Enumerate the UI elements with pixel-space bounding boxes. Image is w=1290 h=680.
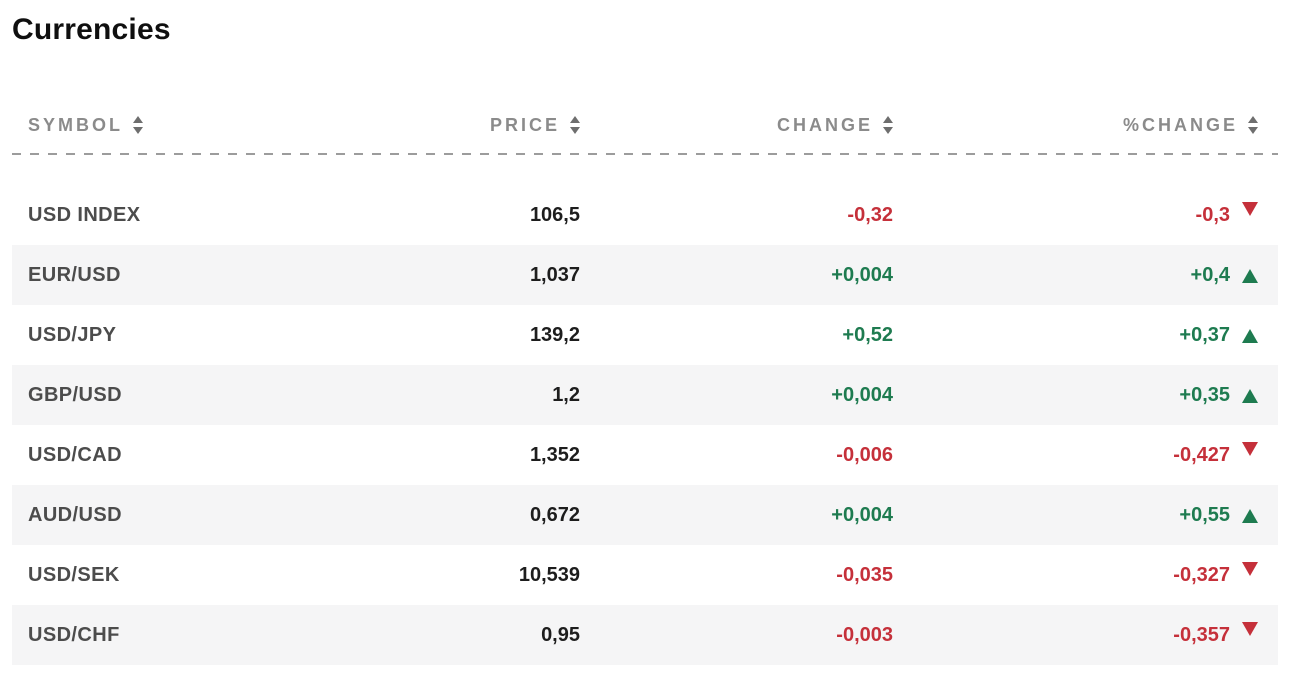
table-row: AUD/USD 0,672 +0,004 +0,55 bbox=[12, 485, 1278, 545]
pct-change-cell: -0,327 bbox=[893, 562, 1278, 587]
triangle-up-icon bbox=[1242, 389, 1258, 403]
sort-arrows-icon bbox=[883, 116, 893, 134]
change-cell: +0,52 bbox=[842, 323, 893, 346]
change-cell: +0,004 bbox=[831, 263, 893, 286]
symbol-cell[interactable]: USD/SEK bbox=[28, 563, 120, 586]
symbol-cell[interactable]: USD/CAD bbox=[28, 443, 122, 466]
sort-header-change[interactable]: CHANGE bbox=[580, 115, 893, 136]
price-cell: 106,5 bbox=[529, 203, 580, 226]
triangle-up-icon bbox=[1242, 329, 1258, 343]
pct-change-value: -0,3 bbox=[1195, 203, 1230, 226]
triangle-up-icon bbox=[1242, 269, 1258, 283]
symbol-header-label: SYMBOL bbox=[28, 114, 124, 135]
pct-change-value: +0,37 bbox=[1179, 323, 1230, 346]
pct-change-value: +0,35 bbox=[1179, 383, 1230, 406]
price-cell: 139,2 bbox=[529, 323, 580, 346]
currencies-table: USD INDEX 106,5 -0,32 -0,3 EUR/USD 1,037… bbox=[12, 185, 1278, 665]
table-row: USD/CAD 1,352 -0,006 -0,427 bbox=[12, 425, 1278, 485]
triangle-up-icon bbox=[1242, 509, 1258, 523]
pct-change-cell: -0,427 bbox=[893, 442, 1278, 467]
price-cell: 1,037 bbox=[529, 263, 580, 286]
page-title: Currencies bbox=[12, 13, 171, 46]
dashed-divider bbox=[12, 153, 1278, 155]
symbol-cell[interactable]: EUR/USD bbox=[28, 263, 121, 286]
sort-header-price[interactable]: PRICE bbox=[312, 115, 580, 136]
triangle-down-icon bbox=[1242, 562, 1258, 576]
sort-header-pct-change[interactable]: %CHANGE bbox=[893, 115, 1278, 136]
table-row: USD/CHF 0,95 -0,003 -0,357 bbox=[12, 605, 1278, 665]
price-header-label: PRICE bbox=[489, 114, 560, 135]
pct-change-cell: +0,37 bbox=[893, 324, 1278, 347]
pct-change-cell: +0,55 bbox=[893, 504, 1278, 527]
table-row: USD/JPY 139,2 +0,52 +0,37 bbox=[12, 305, 1278, 365]
price-cell: 0,95 bbox=[541, 623, 580, 646]
sort-arrows-icon bbox=[1248, 116, 1258, 134]
pct-change-value: +0,4 bbox=[1190, 263, 1230, 286]
change-cell: -0,003 bbox=[836, 623, 893, 646]
sort-arrows-icon bbox=[570, 116, 580, 134]
symbol-cell[interactable]: USD/JPY bbox=[28, 323, 117, 346]
price-cell: 10,539 bbox=[518, 563, 580, 586]
change-cell: -0,035 bbox=[836, 563, 893, 586]
table-row: EUR/USD 1,037 +0,004 +0,4 bbox=[12, 245, 1278, 305]
change-cell: -0,32 bbox=[847, 203, 893, 226]
pct-change-header-label: %CHANGE bbox=[1122, 114, 1238, 135]
price-cell: 0,672 bbox=[529, 503, 580, 526]
triangle-down-icon bbox=[1242, 202, 1258, 216]
price-cell: 1,352 bbox=[529, 443, 580, 466]
pct-change-value: -0,357 bbox=[1173, 623, 1230, 646]
pct-change-value: -0,427 bbox=[1173, 443, 1230, 466]
change-header-label: CHANGE bbox=[776, 114, 873, 135]
pct-change-cell: -0,3 bbox=[893, 202, 1278, 227]
table-row: USD/SEK 10,539 -0,035 -0,327 bbox=[12, 545, 1278, 605]
pct-change-cell: +0,4 bbox=[893, 264, 1278, 287]
table-row: USD INDEX 106,5 -0,32 -0,3 bbox=[12, 185, 1278, 245]
change-cell: +0,004 bbox=[831, 503, 893, 526]
price-cell: 1,2 bbox=[552, 383, 580, 406]
currencies-widget: Currencies SYMBOL PRICE CHANGE %CHANGE U… bbox=[12, 13, 1278, 665]
change-cell: -0,006 bbox=[836, 443, 893, 466]
sort-arrows-icon bbox=[133, 116, 144, 134]
symbol-cell[interactable]: GBP/USD bbox=[28, 383, 122, 406]
sort-header-symbol[interactable]: SYMBOL bbox=[12, 115, 312, 136]
triangle-down-icon bbox=[1242, 622, 1258, 636]
symbol-cell[interactable]: AUD/USD bbox=[28, 503, 122, 526]
symbol-cell[interactable]: USD INDEX bbox=[28, 203, 141, 226]
triangle-down-icon bbox=[1242, 442, 1258, 456]
pct-change-value: -0,327 bbox=[1173, 563, 1230, 586]
table-header-row: SYMBOL PRICE CHANGE %CHANGE bbox=[12, 103, 1278, 147]
table-row: GBP/USD 1,2 +0,004 +0,35 bbox=[12, 365, 1278, 425]
pct-change-cell: +0,35 bbox=[893, 384, 1278, 407]
change-cell: +0,004 bbox=[831, 383, 893, 406]
pct-change-cell: -0,357 bbox=[893, 622, 1278, 647]
pct-change-value: +0,55 bbox=[1179, 503, 1230, 526]
symbol-cell[interactable]: USD/CHF bbox=[28, 623, 120, 646]
